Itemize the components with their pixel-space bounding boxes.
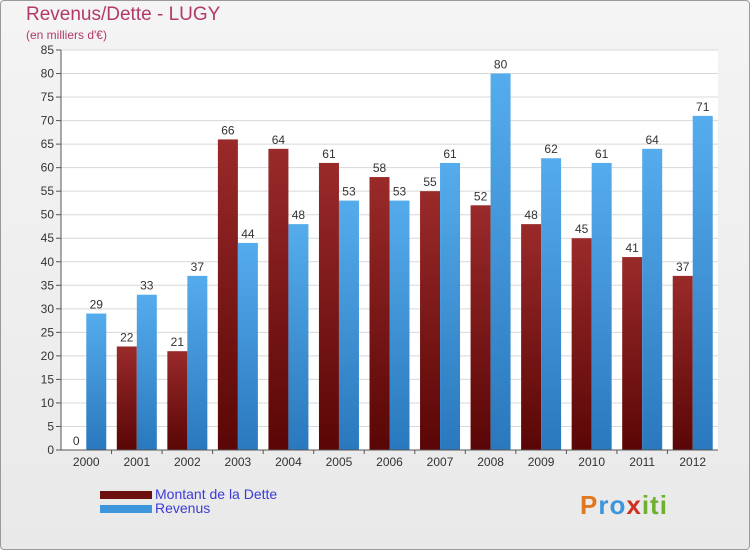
- bar-debt: [318, 162, 339, 451]
- x-tick-label: 2006: [376, 455, 403, 469]
- x-tick-label: 2002: [174, 455, 201, 469]
- x-tick-label: 2007: [427, 455, 454, 469]
- data-label-debt: 61: [322, 147, 336, 161]
- x-tick-label: 2010: [578, 455, 605, 469]
- bar-debt: [217, 139, 238, 451]
- y-tick-label: 5: [47, 419, 54, 433]
- bar-debt: [672, 275, 693, 450]
- data-label-debt: 21: [171, 335, 185, 349]
- y-tick-label: 55: [41, 184, 55, 198]
- data-label-debt: 52: [474, 189, 488, 203]
- data-label-debt: 64: [272, 133, 286, 147]
- data-label-revenus: 71: [696, 100, 710, 114]
- y-tick-label: 20: [41, 349, 55, 363]
- y-tick-label: 80: [41, 67, 55, 81]
- bar-revenus: [288, 224, 309, 450]
- data-label-revenus: 33: [140, 279, 154, 293]
- data-label-debt: 55: [423, 175, 437, 189]
- y-tick-label: 35: [41, 278, 55, 292]
- data-label-revenus: 37: [191, 260, 205, 274]
- bar-debt: [268, 148, 289, 450]
- legend-label-debt: Montant de la Dette: [155, 486, 278, 502]
- data-label-revenus: 53: [393, 185, 407, 199]
- bar-debt: [521, 224, 542, 450]
- bar-revenus: [136, 294, 157, 450]
- y-tick-label: 75: [41, 90, 55, 104]
- x-tick-label: 2008: [477, 455, 504, 469]
- x-tick-label: 2004: [275, 455, 302, 469]
- y-tick-label: 60: [41, 161, 55, 175]
- bar-debt: [622, 257, 643, 450]
- bar-revenus: [440, 162, 461, 451]
- x-tick-label: 2011: [629, 455, 655, 469]
- chart-title: Revenus/Dette - LUGY: [26, 4, 221, 25]
- y-tick-label: 10: [41, 396, 55, 410]
- y-tick-label: 40: [41, 255, 55, 269]
- y-tick-label: 85: [41, 43, 55, 57]
- data-label-revenus: 48: [292, 208, 306, 222]
- data-label-debt: 45: [575, 222, 589, 236]
- bar-debt: [470, 205, 491, 450]
- bar-debt: [116, 346, 137, 450]
- y-tick-label: 0: [47, 443, 54, 457]
- proxiti-logo: Proxiti: [580, 490, 668, 520]
- data-label-revenus: 62: [544, 142, 558, 156]
- data-label-debt: 48: [524, 208, 538, 222]
- data-label-revenus: 44: [241, 227, 255, 241]
- data-label-revenus: 61: [595, 147, 609, 161]
- data-label-debt: 41: [626, 241, 640, 255]
- bar-debt: [167, 351, 188, 450]
- x-tick-label: 2001: [123, 455, 150, 469]
- y-tick-label: 70: [41, 114, 55, 128]
- bar-revenus: [389, 200, 410, 450]
- bar-debt: [369, 177, 390, 450]
- chart-subtitle: (en milliers d'€): [26, 28, 107, 42]
- legend-swatch-revenus: [100, 505, 152, 513]
- data-label-revenus: 61: [443, 147, 457, 161]
- y-tick-label: 30: [41, 302, 55, 316]
- data-label-revenus: 53: [342, 185, 356, 199]
- data-label-debt: 66: [221, 123, 235, 137]
- data-label-revenus: 64: [646, 133, 660, 147]
- data-label-debt: 58: [373, 161, 387, 175]
- bar-revenus: [338, 200, 359, 450]
- x-tick-label: 2000: [73, 455, 100, 469]
- bar-revenus: [591, 162, 612, 451]
- bar-revenus: [642, 148, 663, 450]
- bar-revenus: [237, 242, 258, 450]
- bar-revenus: [187, 275, 208, 450]
- data-label-revenus: 29: [90, 298, 104, 312]
- x-tick-label: 2012: [679, 455, 706, 469]
- bar-debt: [420, 191, 441, 451]
- data-label-debt: 0: [73, 434, 80, 448]
- bar-debt: [571, 238, 592, 450]
- x-tick-label: 2005: [326, 455, 353, 469]
- legend-label-revenus: Revenus: [155, 500, 211, 516]
- bar-revenus: [692, 115, 713, 450]
- x-tick-label: 2009: [528, 455, 555, 469]
- y-tick-label: 65: [41, 137, 55, 151]
- y-tick-label: 50: [41, 208, 55, 222]
- y-tick-label: 15: [41, 372, 55, 386]
- bar-revenus: [86, 313, 107, 450]
- data-label-revenus: 80: [494, 58, 508, 72]
- legend-swatch-debt: [100, 491, 152, 499]
- data-label-debt: 22: [120, 330, 134, 344]
- bar-revenus: [541, 158, 562, 450]
- bar-revenus: [490, 73, 511, 450]
- data-label-debt: 37: [676, 260, 690, 274]
- y-tick-label: 25: [41, 325, 55, 339]
- x-tick-label: 2003: [225, 455, 252, 469]
- y-tick-label: 45: [41, 231, 55, 245]
